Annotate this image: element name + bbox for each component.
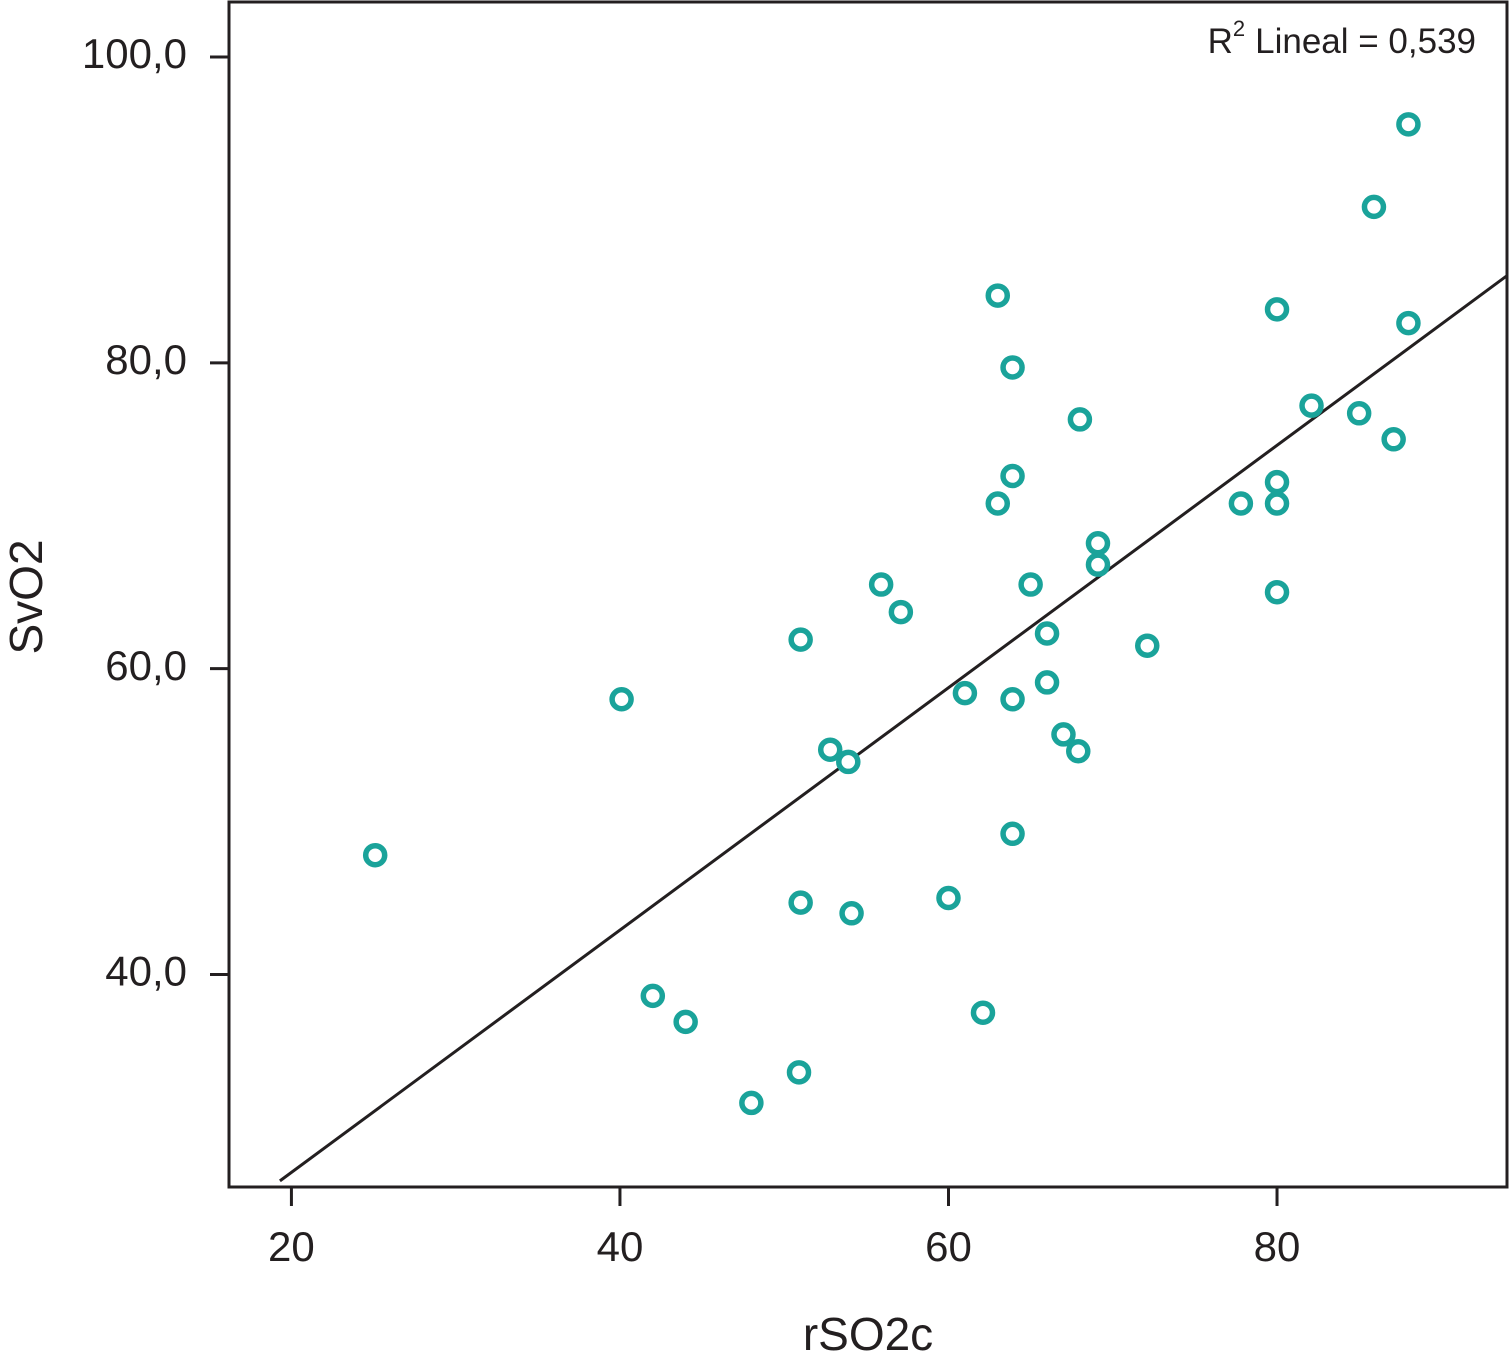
point (970, 1000, 996, 1025)
point (788, 890, 813, 915)
point (836, 749, 861, 775)
point (1381, 427, 1406, 452)
point (1361, 194, 1387, 220)
point (1396, 310, 1421, 336)
annotation-part: Lineal = 0,539 (1255, 22, 1476, 61)
point (739, 1090, 764, 1116)
x-axis-title: rSO2c (803, 1308, 933, 1360)
annotation-part: R (1208, 22, 1233, 61)
x-tick-label: 80 (1254, 1223, 1301, 1270)
annotation: R2 Lineal = 0,539 (1208, 16, 1476, 61)
point (817, 737, 843, 762)
point (362, 842, 388, 868)
y-tick-label: 100,0 (82, 30, 187, 77)
point (1000, 355, 1025, 380)
point (1000, 463, 1025, 489)
y-tick-label: 80,0 (105, 336, 187, 383)
point (1299, 393, 1324, 418)
point (985, 491, 1011, 516)
point (1264, 297, 1290, 322)
x-tick-label: 20 (268, 1223, 315, 1270)
point (868, 572, 894, 597)
point (673, 1009, 698, 1035)
point (1051, 722, 1076, 747)
point (1066, 738, 1091, 764)
point (1000, 821, 1025, 847)
point (609, 686, 634, 712)
x-tick-label: 60 (925, 1223, 972, 1270)
point (640, 983, 666, 1009)
point (1067, 407, 1093, 432)
y-tick-label: 40,0 (105, 948, 187, 995)
x-tick-label: 40 (597, 1223, 644, 1270)
point (1034, 621, 1060, 646)
point (1018, 572, 1043, 597)
point (1264, 469, 1290, 495)
point (1000, 686, 1025, 712)
point (1264, 491, 1290, 516)
point (1346, 401, 1372, 426)
point (788, 627, 813, 652)
point (936, 885, 961, 911)
trend-line (279, 274, 1507, 1183)
point (1396, 112, 1421, 137)
point (839, 901, 864, 926)
point (1135, 633, 1160, 658)
point (985, 283, 1011, 308)
plot-frame (227, 0, 1509, 1189)
annotation-superscript: 2 (1233, 16, 1245, 41)
point (888, 599, 914, 625)
point (1264, 579, 1290, 605)
point (1034, 670, 1060, 695)
point (1085, 531, 1111, 556)
y-axis-title: SvO2 (0, 539, 52, 654)
point (1085, 552, 1111, 577)
point (1228, 491, 1254, 516)
y-tick-label: 60,0 (105, 642, 187, 689)
point (952, 680, 978, 706)
point (786, 1060, 812, 1085)
